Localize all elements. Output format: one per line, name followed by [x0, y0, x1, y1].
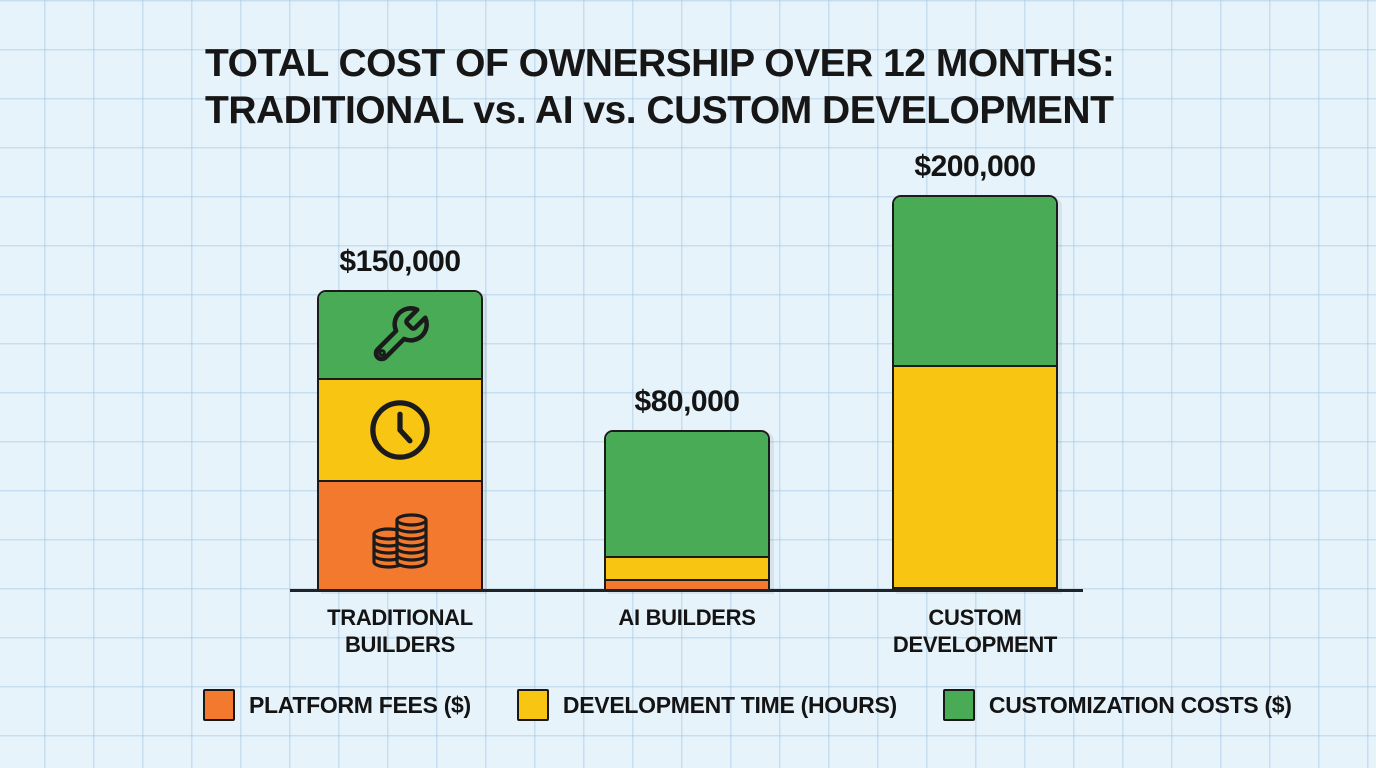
- segment-traditional-builders-clock: [319, 378, 481, 480]
- platform-fees-swatch-icon: [203, 689, 235, 721]
- axis-label-line: TRADITIONAL: [327, 605, 473, 630]
- segment-custom-development-clock: [894, 365, 1056, 587]
- bar-ai-builders: [604, 430, 770, 592]
- total-label-traditional-builders: $150,000: [339, 245, 461, 278]
- segment-ai-builders-coins: [606, 579, 768, 592]
- legend-label: DEVELOPMENT TIME (HOURS): [562, 691, 897, 718]
- chart-title: TOTAL COST OF OWNERSHIP OVER 12 MONTHS: …: [205, 40, 1115, 134]
- total-label-custom-development: $200,000: [914, 150, 1036, 183]
- axis-label-line: CUSTOM: [928, 605, 1022, 630]
- axis-label-line: AI BUILDERS: [618, 605, 756, 630]
- axis-label-line: DEVELOPMENT: [892, 632, 1058, 657]
- customization-costs-swatch-icon: [942, 689, 975, 721]
- legend-label: CUSTOMIZATION COSTS ($): [988, 691, 1292, 718]
- chart-legend: PLATFORM FEES ($) DEVELOPMENT TIME (HOUR…: [203, 689, 1292, 721]
- segment-traditional-builders-coins: [319, 480, 481, 592]
- chart-title-line2: TRADITIONAL vs. AI vs. CUSTOM DEVELOPMEN…: [205, 89, 1114, 132]
- wrench-icon: [368, 303, 432, 367]
- segment-ai-builders-clock: [606, 556, 768, 579]
- axis-label-ai-builders: AI BUILDERS: [547, 604, 827, 631]
- chart-title-line1: TOTAL COST OF OWNERSHIP OVER 12 MONTHS:: [205, 42, 1115, 85]
- segment-custom-development-wrench: [894, 197, 1056, 365]
- segment-traditional-builders-wrench: [319, 292, 481, 378]
- legend-label: PLATFORM FEES ($): [249, 691, 471, 718]
- segment-ai-builders-wrench: [606, 432, 768, 556]
- axis-label-line: BUILDERS: [344, 632, 456, 657]
- coins-icon: [364, 504, 436, 570]
- bar-traditional-builders: [317, 290, 483, 592]
- total-label-ai-builders: $80,000: [634, 385, 740, 418]
- development-time-swatch-icon: [516, 689, 549, 721]
- x-axis-baseline: [290, 589, 1083, 592]
- axis-label-custom-development: CUSTOM DEVELOPMENT: [835, 604, 1115, 658]
- legend-item-customization-costs: CUSTOMIZATION COSTS ($): [942, 689, 1292, 721]
- bar-custom-development: [892, 195, 1058, 592]
- legend-item-development-time: DEVELOPMENT TIME (HOURS): [516, 689, 897, 721]
- clock-icon: [365, 395, 435, 465]
- legend-item-platform-fees: PLATFORM FEES ($): [203, 689, 471, 721]
- axis-label-traditional-builders: TRADITIONAL BUILDERS: [260, 604, 540, 658]
